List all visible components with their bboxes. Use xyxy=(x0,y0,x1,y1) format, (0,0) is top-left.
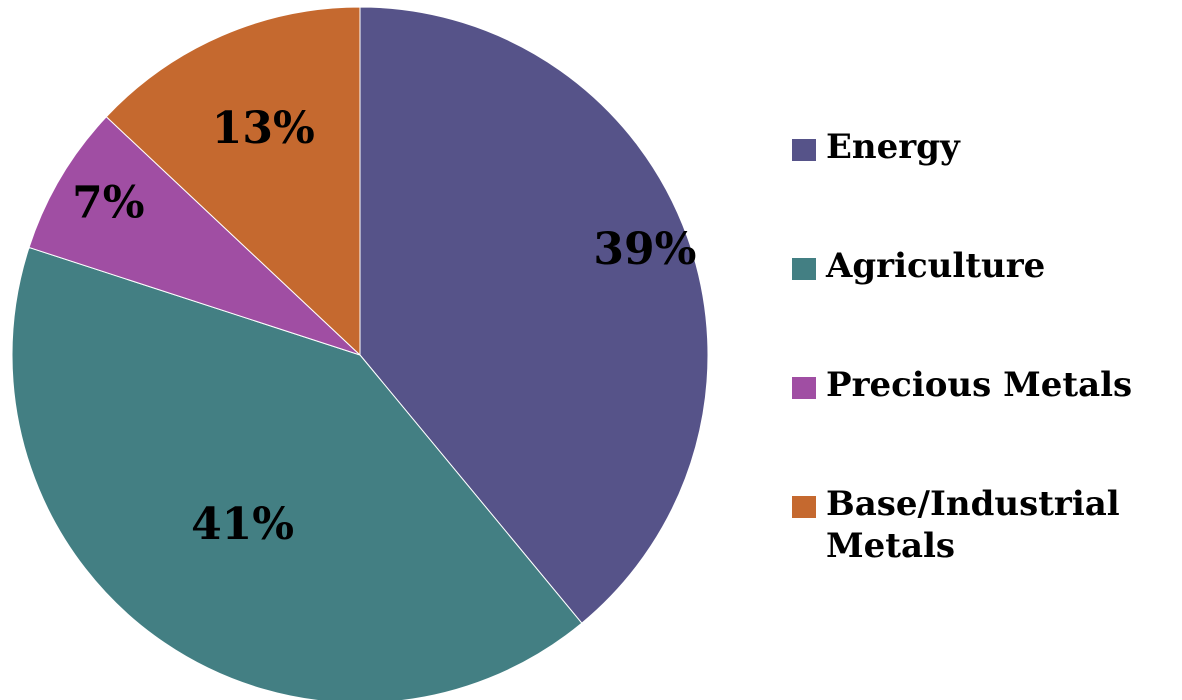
legend-item-energy: Energy xyxy=(792,126,1182,168)
data-label-agriculture: 41% xyxy=(191,499,294,550)
legend-label-agriculture: Agriculture xyxy=(826,246,1046,286)
legend-item-precious-metals: Precious Metals xyxy=(792,364,1182,406)
legend-swatch-precious-metals xyxy=(792,377,816,399)
pie-slice-agriculture xyxy=(11,246,583,700)
legend-item-agriculture: Agriculture xyxy=(792,245,1182,287)
legend-swatch-agriculture xyxy=(792,258,816,280)
data-label-precious-metals: 7% xyxy=(72,178,144,229)
legend-swatch-energy xyxy=(792,139,816,161)
legend-label-precious-metals: Precious Metals xyxy=(826,365,1133,405)
pie-chart-svg: 39% 41% 7% 13% xyxy=(11,6,709,700)
data-label-base-industrial-metals: 13% xyxy=(212,103,315,154)
legend-swatch-base-industrial-metals xyxy=(792,496,816,518)
chart-legend: Energy Agriculture Precious Metals Base/… xyxy=(792,126,1182,567)
pie-slices xyxy=(11,6,709,700)
data-label-energy: 39% xyxy=(593,224,696,275)
pie-slice-precious-metals xyxy=(28,116,361,356)
legend-label-base-industrial-metals: Base/Industrial Metals xyxy=(826,484,1120,566)
legend-item-base-industrial-metals: Base/Industrial Metals xyxy=(792,483,1182,567)
pie-data-labels: 39% 41% 7% 13% xyxy=(72,103,696,550)
pie-slice-base-industrial-metals xyxy=(105,6,361,357)
legend-label-energy: Energy xyxy=(826,127,960,167)
pie-slice-energy xyxy=(359,6,709,624)
